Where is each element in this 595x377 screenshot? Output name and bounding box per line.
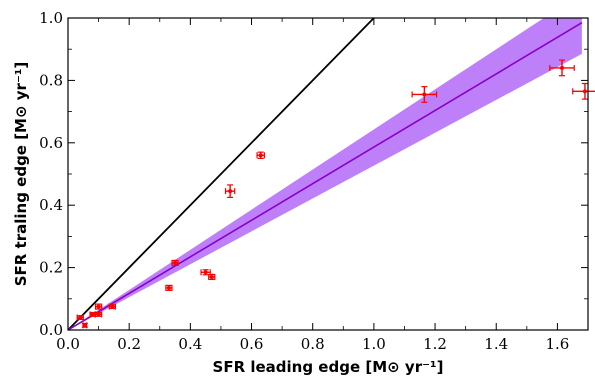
y-tick-label: 1.0 [39, 9, 63, 27]
data-point [94, 303, 103, 310]
data-point [171, 259, 179, 267]
y-tick-label: 0.4 [39, 196, 63, 214]
y-tick-label: 0.2 [39, 259, 63, 277]
point-marker [582, 89, 587, 94]
point-marker [203, 270, 208, 275]
data-point [76, 314, 84, 321]
data-point [165, 284, 173, 291]
data-point [81, 322, 88, 329]
x-tick-label: 0.0 [56, 335, 80, 353]
x-tick-label: 1.6 [545, 335, 569, 353]
point-marker [228, 189, 233, 194]
y-axis-label: SFR traling edge [M⊙ yr⁻¹] [12, 62, 30, 287]
x-tick-label: 1.4 [484, 335, 508, 353]
point-marker [82, 323, 87, 328]
data-point [549, 59, 575, 77]
x-tick-label: 1.2 [423, 335, 447, 353]
point-marker [258, 153, 263, 158]
fit-line [68, 21, 583, 330]
point-marker [422, 92, 427, 97]
x-tick-label: 0.4 [178, 335, 202, 353]
point-marker [78, 315, 83, 320]
data-point [411, 86, 438, 103]
x-tick-label: 1.0 [362, 335, 386, 353]
x-tick-label: 0.2 [117, 335, 141, 353]
x-tick-label: 0.6 [240, 335, 264, 353]
point-marker [209, 274, 214, 279]
point-marker [96, 304, 101, 309]
y-tick-label: 0.6 [39, 134, 63, 152]
data-point [256, 151, 265, 159]
data-point [89, 311, 96, 318]
point-marker [166, 285, 171, 290]
point-marker [173, 260, 178, 265]
point-marker [110, 304, 115, 309]
data-point [208, 273, 216, 281]
x-axis-label: SFR leading edge [M⊙ yr⁻¹] [213, 358, 444, 376]
data-point [572, 82, 595, 100]
data-point [224, 184, 236, 198]
data-point [94, 311, 103, 318]
point-marker [96, 312, 101, 317]
y-tick-label: 0.8 [39, 71, 63, 89]
x-tick-label: 0.8 [301, 335, 325, 353]
fit-confidence-band [68, 18, 582, 330]
one-to-one-line [68, 18, 375, 330]
data-point [108, 303, 117, 310]
point-marker [90, 312, 95, 317]
point-marker [560, 65, 564, 70]
y-tick-label: 0.0 [39, 321, 63, 339]
